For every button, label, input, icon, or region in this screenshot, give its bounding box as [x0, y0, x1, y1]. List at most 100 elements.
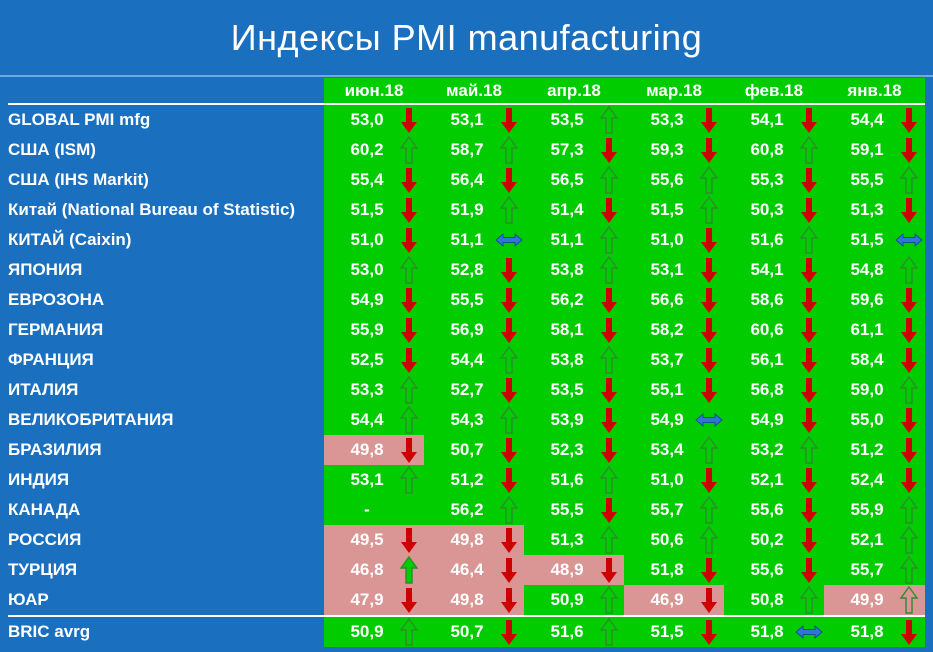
- pmi-cell: 51,4: [524, 195, 624, 225]
- pmi-value: 51,8: [850, 622, 884, 641]
- down-arrow-icon: [601, 558, 617, 583]
- down-arrow-icon: [801, 528, 817, 553]
- pmi-cell: 55,5: [524, 495, 624, 525]
- pmi-cell: 46,8: [324, 555, 424, 585]
- down-arrow-icon: [701, 620, 717, 645]
- pmi-cell: 47,9: [324, 585, 424, 616]
- row-label: РОССИЯ: [8, 530, 82, 549]
- trend-indicator: [698, 585, 720, 615]
- pmi-value: 51,8: [650, 560, 684, 579]
- trend-indicator: [498, 405, 520, 435]
- trend-indicator: [498, 135, 520, 165]
- down-arrow-icon: [601, 288, 617, 313]
- trend-indicator: [498, 495, 520, 525]
- pmi-value: 55,5: [450, 290, 484, 309]
- pmi-cell: 58,7: [424, 135, 524, 165]
- down-arrow-icon: [801, 198, 817, 223]
- down-arrow-icon: [701, 138, 717, 163]
- pmi-cell: 51,5: [324, 195, 424, 225]
- up-arrow-icon: [599, 345, 619, 374]
- trend-indicator: [498, 435, 520, 465]
- pmi-value: 53,5: [550, 110, 584, 129]
- up-arrow-icon: [599, 465, 619, 494]
- trend-indicator: [498, 617, 520, 647]
- pmi-value: 49,8: [450, 530, 484, 549]
- pmi-cell: 56,1: [724, 345, 824, 375]
- pmi-cell: 54,8: [824, 255, 925, 285]
- down-arrow-icon: [701, 228, 717, 253]
- up-arrow-icon: [699, 195, 719, 224]
- down-arrow-icon: [701, 378, 717, 403]
- table-row: ИНДИЯ 53,1 51,2 51,6 51,0 52,1 52,4: [8, 465, 925, 495]
- pmi-value: 56,9: [450, 320, 484, 339]
- down-arrow-icon: [801, 348, 817, 373]
- down-arrow-icon: [901, 620, 917, 645]
- pmi-cell: 51,5: [824, 225, 925, 255]
- pmi-value: 51,5: [650, 200, 684, 219]
- pmi-cell: 50,7: [424, 615, 524, 647]
- down-arrow-icon: [601, 438, 617, 463]
- down-arrow-icon: [401, 228, 417, 253]
- up-arrow-icon: [599, 525, 619, 554]
- pmi-cell: 53,0: [324, 255, 424, 285]
- pmi-value: 49,8: [450, 590, 484, 609]
- trend-indicator: [498, 285, 520, 315]
- trend-indicator: [698, 165, 720, 195]
- pmi-value: 50,7: [450, 440, 484, 459]
- pmi-cell: 51,0: [624, 225, 724, 255]
- down-arrow-icon: [601, 318, 617, 343]
- pmi-value: 52,8: [450, 260, 484, 279]
- pmi-value: 54,4: [850, 110, 884, 129]
- pmi-cell: 49,9: [824, 585, 925, 616]
- trend-indicator: [494, 225, 524, 255]
- pmi-cell: 55,6: [724, 555, 824, 585]
- down-arrow-icon: [701, 318, 717, 343]
- pmi-cell: 52,7: [424, 375, 524, 405]
- pmi-cell: 61,1: [824, 315, 925, 345]
- trend-indicator: [798, 315, 820, 345]
- down-arrow-icon: [501, 558, 517, 583]
- trend-indicator: [898, 585, 920, 615]
- down-arrow-icon: [901, 288, 917, 313]
- up-arrow-icon: [499, 195, 519, 224]
- trend-indicator: [398, 585, 420, 615]
- pmi-cell: 51,0: [624, 465, 724, 495]
- pmi-cell: 49,8: [324, 435, 424, 465]
- pmi-cell: 52,5: [324, 345, 424, 375]
- down-arrow-icon: [801, 498, 817, 523]
- pmi-value: 51,9: [450, 200, 484, 219]
- trend-indicator: [598, 135, 620, 165]
- pmi-cell: 53,8: [524, 255, 624, 285]
- trend-indicator: [498, 375, 520, 405]
- pmi-value: 52,5: [350, 350, 384, 369]
- up-arrow-icon: [499, 345, 519, 374]
- pmi-value: 53,1: [350, 470, 384, 489]
- pmi-value: 55,0: [850, 410, 884, 429]
- pmi-cell: 51,3: [824, 195, 925, 225]
- pmi-value: 56,2: [550, 290, 584, 309]
- pmi-value: 51,0: [650, 230, 684, 249]
- table-row: BRIC avrg 50,9 50,7 51,6 51,5 51,8 51,8: [8, 615, 925, 647]
- row-label: ЮАР: [8, 590, 49, 609]
- row-label: ЕВРОЗОНА: [8, 290, 105, 309]
- trend-indicator: [898, 285, 920, 315]
- trend-indicator: [498, 555, 520, 585]
- table-row: КАНАДА - 56,2 55,5 55,7 55,6 55,9: [8, 495, 925, 525]
- trend-indicator: [398, 375, 420, 405]
- pmi-cell: 53,2: [724, 435, 824, 465]
- pmi-cell: 46,9: [624, 585, 724, 616]
- pmi-cell: 53,5: [524, 104, 624, 135]
- trend-indicator: [898, 435, 920, 465]
- pmi-value: 56,5: [550, 170, 584, 189]
- trend-indicator: [498, 165, 520, 195]
- pmi-value: 54,9: [650, 410, 684, 429]
- trend-indicator: [598, 105, 620, 135]
- down-arrow-icon: [901, 108, 917, 133]
- trend-indicator: [898, 375, 920, 405]
- pmi-value: 51,6: [550, 470, 584, 489]
- up-arrow-icon: [799, 135, 819, 164]
- down-arrow-icon: [601, 138, 617, 163]
- row-label: GLOBAL PMI mfg: [8, 110, 151, 129]
- down-arrow-icon: [601, 198, 617, 223]
- pmi-value: 51,2: [450, 470, 484, 489]
